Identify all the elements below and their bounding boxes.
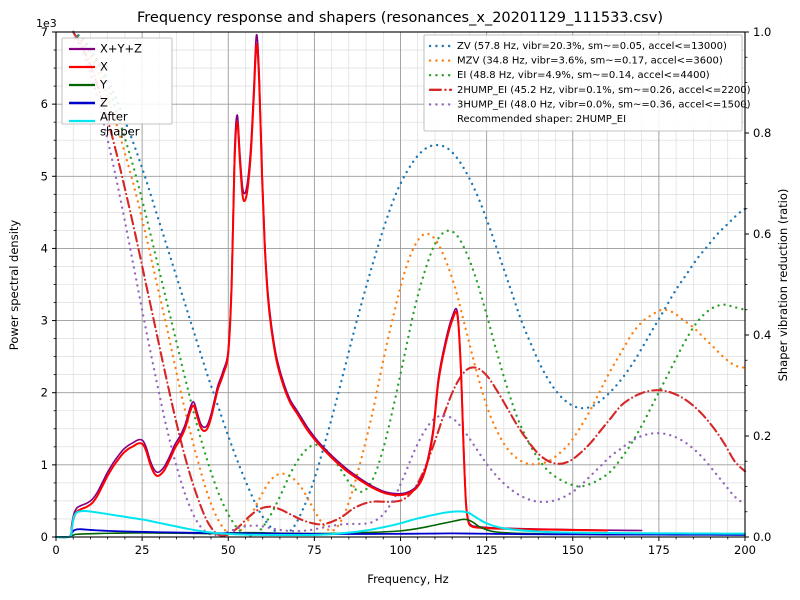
legend-label-x-y-z: X+Y+Z — [100, 42, 142, 56]
x-tick-label: 200 — [734, 543, 756, 557]
recommended-shaper-note: Recommended shaper: 2HUMP_EI — [457, 114, 626, 125]
legend-label-after-shaper-2: shaper — [100, 125, 140, 139]
page-title: Frequency response and shapers (resonanc… — [137, 10, 663, 26]
y-axis-offset-label: 1e3 — [36, 17, 57, 30]
axes: 0 25 50 75 100 125 150 175 200 0 1 2 3 4 5 6 7 0.0 0.2 0.4 0… — [41, 25, 772, 557]
y-right-tick-label: 1.0 — [753, 25, 771, 39]
y-axis-right-label: Shaper vibration reduction (ratio) — [776, 189, 790, 382]
y-tick-label: 2 — [41, 386, 48, 400]
psd-curve-z — [55, 528, 746, 539]
psd-curve-x — [55, 43, 609, 539]
psd-curve-after-shaper — [55, 510, 746, 539]
x-tick-label: 175 — [648, 543, 670, 557]
y-right-tick-label: 0.2 — [753, 429, 771, 443]
legend-label-ei: EI (48.8 Hz, vibr=4.9%, sm~=0.14, accel<… — [457, 70, 710, 81]
y-right-tick-label: 0.0 — [753, 530, 771, 544]
y-tick-label: 3 — [41, 314, 48, 328]
x-axis-label: Frequency, Hz — [367, 572, 448, 586]
x-tick-label: 75 — [307, 543, 322, 557]
shaper-curve-ei — [72, 30, 747, 537]
y-tick-label: 7 — [41, 25, 48, 39]
x-tick-label: 150 — [562, 543, 584, 557]
shaper-curve-zv — [72, 30, 747, 536]
legend-label-3hump_ei: 3HUMP_EI (48.0 Hz, vibr=0.0%, sm~=0.36, … — [457, 99, 751, 110]
legend-label-2hump_ei: 2HUMP_EI (45.2 Hz, vibr=0.1%, sm~=0.26, … — [457, 85, 751, 96]
shaper-curve-2hump_ei — [72, 30, 747, 537]
legend-label-zv: ZV (57.8 Hz, vibr=20.3%, sm~=0.05, accel… — [457, 41, 727, 52]
y-right-tick-label: 0.4 — [753, 328, 771, 342]
legend-shapers[interactable]: ZV (57.8 Hz, vibr=20.3%, sm~=0.05, accel… — [423, 34, 751, 132]
shaper-curve-mzv — [72, 30, 747, 536]
y-tick-label: 0 — [41, 530, 48, 544]
x-tick-label: 50 — [221, 543, 236, 557]
y-tick-label: 5 — [41, 169, 48, 183]
legend-label-z: Z — [100, 96, 108, 110]
y-tick-label: 6 — [41, 97, 48, 111]
y-right-tick-label: 0.6 — [753, 227, 771, 241]
y-axis-label: Power spectral density — [7, 220, 21, 351]
legend-label-y: Y — [99, 78, 108, 92]
legend-label-mzv: MZV (34.8 Hz, vibr=3.6%, sm~=0.17, accel… — [457, 56, 723, 67]
y-tick-label: 4 — [41, 241, 48, 255]
y-tick-label: 1 — [41, 458, 48, 472]
plot-curves — [55, 30, 747, 539]
y-right-tick-label: 0.8 — [753, 126, 771, 140]
x-tick-label: 25 — [135, 543, 150, 557]
x-tick-label: 100 — [390, 543, 412, 557]
x-tick-label: 125 — [476, 543, 498, 557]
legend-label-after-shaper-1: After — [100, 110, 128, 124]
x-tick-label: 0 — [52, 543, 59, 557]
legend-label-x: X — [100, 60, 108, 74]
